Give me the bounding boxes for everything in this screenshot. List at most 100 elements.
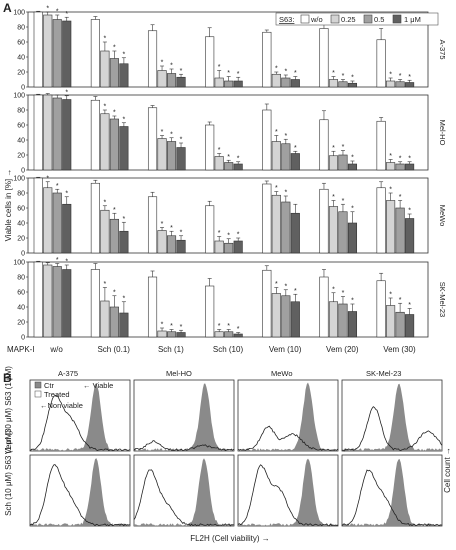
bar bbox=[205, 205, 215, 254]
histogram-frame bbox=[133, 454, 235, 527]
bar bbox=[328, 155, 339, 171]
bar bbox=[100, 209, 110, 254]
significance-star: * bbox=[284, 69, 287, 76]
bar bbox=[290, 212, 300, 254]
bar bbox=[271, 293, 281, 338]
significance-star: * bbox=[218, 323, 221, 330]
bar bbox=[290, 301, 300, 338]
bar bbox=[166, 141, 177, 171]
bar bbox=[290, 79, 300, 88]
x-tick-label: Vem (10) bbox=[269, 345, 302, 354]
significance-star: * bbox=[351, 298, 354, 305]
significance-star: * bbox=[332, 70, 335, 77]
bar bbox=[205, 124, 215, 171]
bar bbox=[338, 81, 348, 88]
significance-star: * bbox=[275, 66, 278, 73]
cell-line-label: MeWo bbox=[438, 205, 447, 227]
significance-star: * bbox=[342, 290, 345, 297]
significance-star: * bbox=[113, 207, 116, 214]
significance-star: * bbox=[104, 36, 107, 43]
y-tick-label: 100 bbox=[13, 175, 25, 182]
significance-star: * bbox=[227, 70, 230, 77]
significance-star: * bbox=[218, 147, 221, 154]
significance-star: * bbox=[170, 131, 173, 138]
x-tick-label: Sch (10) bbox=[213, 345, 244, 354]
cell-line-label: SK-Mel-23 bbox=[438, 282, 447, 317]
significance-star: * bbox=[389, 72, 392, 79]
y-axis-label-b: Cell count → bbox=[443, 447, 452, 493]
y-tick-label: 20 bbox=[17, 319, 25, 326]
treated-histogram bbox=[29, 464, 131, 527]
bar bbox=[176, 332, 186, 338]
bar bbox=[33, 94, 43, 171]
bar bbox=[262, 31, 272, 88]
legend-swatch-05 bbox=[363, 14, 373, 24]
significance-star: * bbox=[389, 292, 392, 299]
bar bbox=[328, 206, 339, 254]
significance-star: * bbox=[180, 137, 183, 144]
bar bbox=[147, 196, 158, 254]
bar bbox=[62, 99, 72, 171]
y-tick-label: 0 bbox=[21, 334, 25, 341]
significance-star: * bbox=[237, 71, 240, 78]
significance-star: * bbox=[408, 302, 411, 309]
significance-star: * bbox=[294, 145, 297, 152]
significance-star: * bbox=[123, 116, 126, 123]
y-axis-label: Viable cells in [%] → bbox=[4, 169, 13, 242]
bar bbox=[271, 73, 281, 88]
significance-star: * bbox=[218, 230, 221, 237]
legend-swatch-ctr bbox=[34, 381, 42, 389]
bar bbox=[90, 269, 100, 338]
y-tick-label: 60 bbox=[17, 122, 25, 129]
bar bbox=[214, 240, 224, 254]
bar bbox=[376, 187, 386, 254]
significance-star: * bbox=[342, 144, 345, 151]
bar bbox=[90, 19, 100, 88]
bar bbox=[290, 153, 300, 171]
significance-star: * bbox=[408, 74, 411, 81]
significance-star: * bbox=[218, 64, 221, 71]
significance-star: * bbox=[161, 60, 164, 67]
bar bbox=[43, 94, 53, 171]
bar bbox=[62, 269, 72, 338]
bar bbox=[347, 222, 358, 254]
significance-star: * bbox=[275, 185, 278, 192]
y-tick-label: 80 bbox=[17, 190, 25, 197]
y-tick-label: 0 bbox=[21, 250, 25, 257]
significance-star: * bbox=[227, 154, 230, 161]
significance-star: * bbox=[284, 283, 287, 290]
col-label-0: A-375 bbox=[58, 369, 78, 378]
histogram-frame bbox=[237, 454, 339, 527]
legend-label-1um: 1 μM bbox=[404, 15, 421, 24]
y-tick-label: 0 bbox=[21, 84, 25, 91]
bar bbox=[338, 303, 348, 338]
y-tick-label: 80 bbox=[17, 107, 25, 114]
bar bbox=[62, 203, 72, 254]
bar bbox=[319, 119, 329, 171]
bar bbox=[386, 305, 396, 338]
legend-label-wo: w/o bbox=[310, 15, 323, 24]
significance-star: * bbox=[56, 257, 59, 264]
bar bbox=[33, 11, 43, 88]
bar bbox=[233, 240, 243, 254]
significance-star: * bbox=[342, 73, 345, 80]
significance-star: * bbox=[170, 225, 173, 232]
significance-star: * bbox=[65, 259, 68, 266]
panel-b: Sch (10 μM) S63 (1 μM) Vem (30 μM) S63 (… bbox=[4, 366, 452, 543]
bar bbox=[395, 207, 405, 254]
bar bbox=[205, 285, 215, 338]
bar bbox=[328, 301, 339, 338]
bar bbox=[281, 201, 291, 254]
significance-star: * bbox=[351, 205, 354, 212]
treated-histogram bbox=[237, 464, 339, 527]
legend-swatch-wo bbox=[300, 14, 310, 24]
bar bbox=[100, 113, 110, 171]
bar bbox=[43, 187, 53, 254]
bar bbox=[338, 211, 348, 254]
significance-star: * bbox=[237, 326, 240, 333]
bar bbox=[100, 50, 110, 88]
significance-star: * bbox=[342, 198, 345, 205]
bar bbox=[224, 80, 234, 88]
significance-star: * bbox=[46, 6, 49, 13]
